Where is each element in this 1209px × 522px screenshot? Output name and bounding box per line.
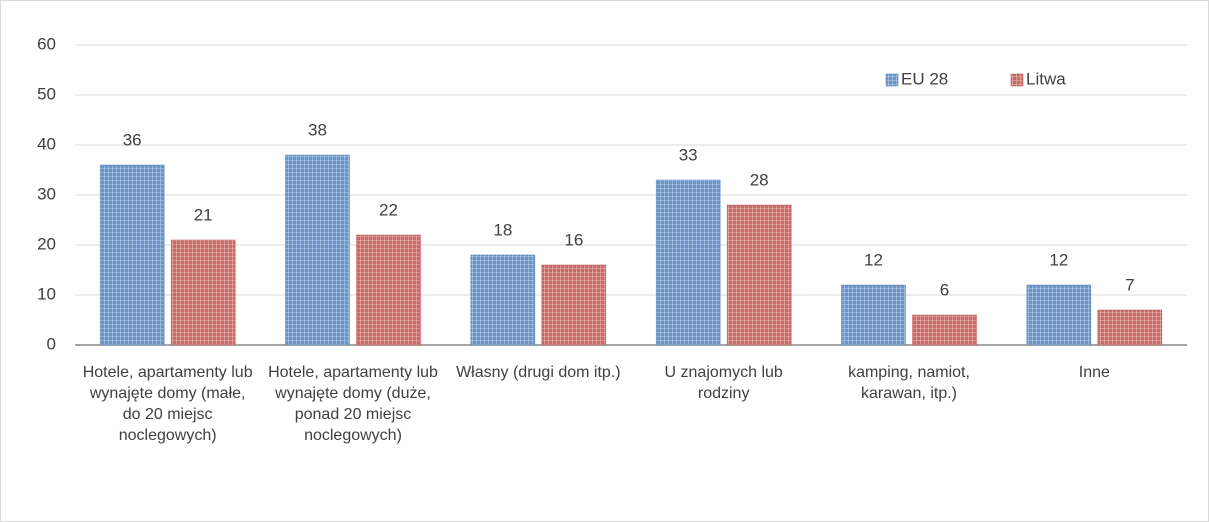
y-tick-label: 10 bbox=[37, 284, 56, 303]
bar bbox=[541, 264, 607, 346]
bar bbox=[470, 254, 536, 346]
bar bbox=[655, 179, 721, 346]
x-tick-label: Własny (drugi dom itp.) bbox=[456, 364, 621, 381]
legend-swatch bbox=[1010, 73, 1024, 87]
bar bbox=[99, 164, 165, 346]
bar bbox=[1026, 284, 1092, 346]
data-label: 16 bbox=[564, 230, 583, 249]
data-label: 7 bbox=[1125, 275, 1134, 294]
legend-label: Litwa bbox=[1026, 69, 1066, 88]
y-tick-label: 60 bbox=[37, 34, 56, 53]
data-label: 12 bbox=[1049, 250, 1068, 269]
x-tick-label: kamping, namiot, karawan, itp.) bbox=[848, 364, 970, 402]
bar bbox=[912, 314, 977, 346]
data-label: 22 bbox=[379, 200, 398, 219]
bar bbox=[841, 284, 906, 346]
y-tick-label: 30 bbox=[37, 184, 56, 203]
x-tick-label: Inne bbox=[1078, 364, 1110, 381]
x-tick-label: U znajomych lub rodziny bbox=[664, 364, 783, 402]
legend-swatch bbox=[885, 73, 899, 87]
bar bbox=[726, 204, 792, 346]
x-tick-label: Hotele, apartamenty lub wynajęte domy (m… bbox=[82, 364, 253, 444]
legend-label: EU 28 bbox=[901, 69, 948, 88]
data-label: 36 bbox=[123, 130, 142, 149]
y-tick-label: 20 bbox=[37, 234, 56, 253]
bar bbox=[1097, 309, 1163, 346]
data-label: 38 bbox=[308, 120, 327, 139]
data-label: 33 bbox=[679, 145, 698, 164]
bar bbox=[170, 239, 236, 346]
y-tick-label: 40 bbox=[37, 134, 56, 153]
data-label: 18 bbox=[493, 220, 512, 239]
bar bbox=[356, 234, 421, 346]
data-label: 21 bbox=[194, 205, 213, 224]
y-tick-label: 0 bbox=[47, 334, 56, 353]
bar bbox=[285, 154, 350, 346]
data-label: 12 bbox=[864, 250, 883, 269]
x-tick-label: Hotele, apartamenty lub wynajęte domy (d… bbox=[268, 364, 438, 444]
y-tick-label: 50 bbox=[37, 84, 56, 103]
data-label: 28 bbox=[750, 170, 769, 189]
data-label: 6 bbox=[940, 280, 949, 299]
